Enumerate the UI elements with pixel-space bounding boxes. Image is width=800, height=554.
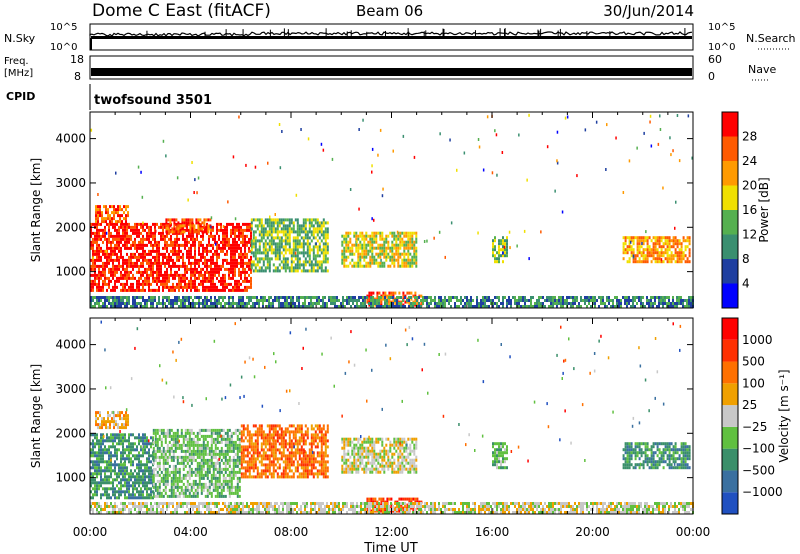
- velocity-colorbar: 1000 500 100 25 −25 −100 −500 −1000: [721, 317, 783, 515]
- cpid-value: twofsound 3501: [94, 93, 212, 108]
- y-tick-label: 2000: [55, 426, 86, 440]
- freq-label: Freq.: [4, 56, 29, 67]
- nsky-label: N.Sky: [4, 32, 36, 45]
- freq-panel: Freq. [MHz] 18 8 60 0 Nave: [4, 53, 776, 83]
- colorbar-tick-label: 4: [742, 277, 750, 291]
- nsky-line: [89, 31, 693, 37]
- colorbar-segment: [722, 470, 738, 493]
- nsky-trace: [89, 28, 693, 50]
- colorbar-tick-label: 100: [742, 376, 765, 390]
- colorbar-segment: [722, 136, 738, 161]
- time-tick-labels: 00:00 04:00 08:00 12:00 16:00 20:00 00:00: [73, 525, 711, 539]
- colorbar-tick-label: 8: [742, 252, 750, 266]
- cpid-label: CPID: [6, 90, 35, 103]
- colorbar-segment: [722, 339, 738, 362]
- time-tick-label: 00:00: [676, 525, 711, 539]
- colorbar-tick-label: 500: [742, 355, 765, 369]
- colorbar-tick-label: 20: [742, 179, 757, 193]
- colorbar-tick-label: 16: [742, 203, 757, 217]
- nsky-tick-bottom: 10^0: [50, 42, 77, 53]
- y-tick-label: 1000: [55, 265, 86, 279]
- plot-title: Dome C East (fitACF): [92, 1, 271, 21]
- colorbar-segment: [722, 283, 738, 308]
- velocity-panel: 1000 2000 3000 4000 Slant Range [km] 1000 50…: [29, 317, 791, 554]
- velocity-panel-frame: [89, 317, 694, 515]
- y-tick-label: 2000: [55, 220, 86, 234]
- power-colorbar: 4 8 12 16 20 24 28: [721, 111, 757, 309]
- velocity-colorbar-label: Velocity [m s⁻¹]: [777, 369, 791, 462]
- colorbar-segment: [722, 361, 738, 384]
- y-tick-label: 4000: [55, 132, 86, 146]
- freq-trace: [91, 68, 692, 76]
- velocity-ylabel: Slant Range [km]: [29, 364, 43, 468]
- time-tick-label: 12:00: [374, 525, 409, 539]
- power-axes: 1000 2000 3000 4000: [55, 112, 694, 308]
- time-tick-label: 16:00: [475, 525, 510, 539]
- freq-tick-bottom: 8: [74, 70, 81, 83]
- colorbar-segment: [722, 492, 738, 514]
- colorbar-frame: [721, 111, 739, 309]
- power-ylabel: Slant Range [km]: [29, 158, 43, 262]
- colorbar-segment: [722, 383, 738, 406]
- nsky-tick-top: 10^5: [50, 22, 77, 33]
- nsky-panel: N.Sky 10^5 10^0 10^5 10^0 N.Search: [4, 22, 796, 53]
- colorbar-tick-label: 28: [742, 130, 757, 144]
- nave-tick-bottom: 0: [708, 70, 715, 83]
- y-tick-label: 3000: [55, 176, 86, 190]
- cpid-panel: CPID twofsound 3501: [6, 84, 212, 110]
- colorbar-frame: [721, 317, 739, 515]
- power-echo-layer: [90, 113, 694, 308]
- colorbar-tick-label: −1000: [742, 485, 783, 499]
- power-colorbar-label: Power [dB]: [757, 177, 771, 242]
- nave-tick-top: 60: [708, 53, 722, 66]
- colorbar-segment: [722, 405, 738, 427]
- y-tick-label: 4000: [55, 338, 86, 352]
- nsearch-tick-top: 10^5: [708, 22, 735, 33]
- velocity-echo-layer: [90, 320, 694, 514]
- colorbar-tick-label: −500: [742, 463, 775, 477]
- colorbar-tick-label: 1000: [742, 333, 773, 347]
- y-tick-label: 3000: [55, 382, 86, 396]
- colorbar-segment: [722, 259, 738, 284]
- colorbar-segment: [722, 185, 738, 210]
- nsearch-tick-bottom: 10^0: [708, 42, 735, 53]
- freq-tick-top: 18: [70, 53, 84, 66]
- colorbar-segment: [722, 448, 738, 471]
- power-panel: 1000 2000 3000 4000 Slant Range [km] 4 8 12 16…: [29, 111, 771, 309]
- y-tick-label: 1000: [55, 471, 86, 485]
- time-tick-label: 08:00: [274, 525, 309, 539]
- colorbar-segment: [722, 318, 738, 340]
- time-tick-label: 04:00: [173, 525, 208, 539]
- colorbar-tick-label: −100: [742, 442, 775, 456]
- time-tick-label: 00:00: [73, 525, 108, 539]
- freq-panel-frame: [89, 55, 694, 80]
- nsearch-label: N.Search: [746, 32, 796, 45]
- colorbar-segment: [722, 234, 738, 259]
- colorbar-segment: [722, 112, 738, 137]
- nsky-band: [91, 36, 692, 39]
- date-label: 30/Jun/2014: [603, 2, 694, 20]
- nsky-panel-frame: [89, 23, 694, 51]
- freq-unit: [MHz]: [4, 68, 33, 79]
- velocity-axes: 1000 2000 3000 4000: [55, 318, 694, 514]
- time-axis-label: Time UT: [363, 541, 417, 554]
- colorbar-tick-label: −25: [742, 420, 767, 434]
- beam-label: Beam 06: [356, 2, 423, 20]
- colorbar-segment: [722, 161, 738, 186]
- colorbar-tick-label: 12: [742, 228, 757, 242]
- nave-label: Nave: [748, 63, 776, 76]
- colorbar-tick-label: 24: [742, 154, 757, 168]
- freq-band: [91, 68, 692, 76]
- colorbar-tick-label: 25: [742, 398, 757, 412]
- colorbar-segment: [722, 210, 738, 235]
- colorbar-segment: [722, 426, 738, 449]
- time-tick-label: 20:00: [575, 525, 610, 539]
